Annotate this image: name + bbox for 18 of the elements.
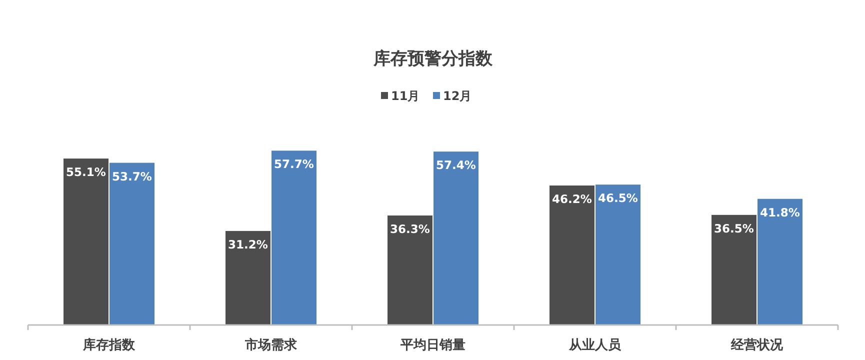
- x-tick-label: 平均日销量: [400, 338, 466, 353]
- legend-label: 11月: [391, 89, 420, 103]
- data-label: 36.3%: [390, 222, 430, 236]
- data-label: 31.2%: [228, 237, 268, 252]
- data-label: 53.7%: [112, 169, 152, 184]
- data-label: 57.7%: [274, 157, 314, 172]
- x-tick-label: 从业人员: [568, 338, 622, 353]
- x-tick-label: 市场需求: [244, 337, 298, 353]
- x-tick-label: 库存指数: [82, 337, 136, 353]
- data-label: 55.1%: [66, 165, 106, 180]
- data-label: 57.4%: [436, 158, 476, 172]
- x-tick-label: 经营状况: [730, 337, 784, 353]
- data-label: 41.8%: [760, 205, 800, 220]
- data-label: 36.5%: [714, 221, 754, 236]
- legend-label: 12月: [443, 89, 472, 103]
- data-label: 46.2%: [552, 192, 592, 206]
- chart-title: 库存预警分指数: [372, 49, 494, 69]
- data-label: 46.5%: [598, 191, 638, 206]
